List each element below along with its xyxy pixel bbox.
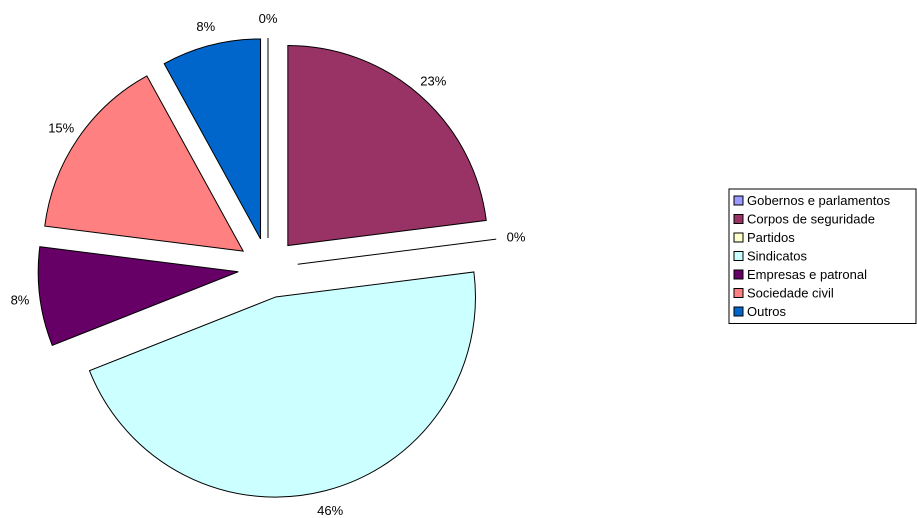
data-label-gobernos-e-parlamentos: 0% — [259, 11, 278, 26]
legend: Gobernos e parlamentos Corpos de segurida… — [728, 188, 917, 324]
legend-label-corpos-de-seguridade: Corpos de seguridade — [747, 212, 875, 227]
legend-frame — [728, 188, 917, 324]
legend-label-sindicatos: Sindicatos — [747, 249, 807, 264]
legend-swatch-empresas-e-patronal — [733, 269, 744, 280]
legend-swatch-outros — [733, 306, 744, 317]
legend-swatch-corpos-de-seguridade — [733, 214, 744, 224]
pie-slice-outros — [163, 38, 262, 240]
data-label-empresas-e-patronal: 8% — [11, 292, 30, 307]
legend-swatch-sociedade-civil — [733, 288, 744, 298]
pie-data-labels: 0% 23% 0% 46% 8% 15% 8% — [11, 11, 526, 518]
legend-label-partidos: Partidos — [747, 230, 795, 245]
legend-swatch-partidos — [733, 232, 744, 243]
legend-swatch-gobernos-e-parlamentos — [733, 195, 744, 206]
data-label-corpos-de-seguridade: 23% — [420, 73, 446, 88]
data-label-outros: 8% — [196, 19, 215, 34]
pie-slice-corpos-de-seguridade — [287, 44, 487, 247]
legend-swatch-sindicatos — [733, 251, 744, 261]
data-label-sociedade-civil: 15% — [48, 120, 74, 135]
pie-slice-empresas-e-patronal — [37, 246, 239, 347]
legend-label-empresas-e-patronal: Empresas e patronal — [747, 267, 867, 282]
data-label-sindicatos: 46% — [317, 503, 343, 518]
pie-slices — [37, 38, 497, 498]
pie-slice-partidos — [297, 238, 497, 265]
pie-slice-sociedade-civil — [44, 75, 245, 252]
legend-label-sociedade-civil: Sociedade civil — [747, 286, 834, 301]
data-label-partidos: 0% — [507, 230, 526, 245]
legend-label-outros: Outros — [747, 304, 787, 319]
legend-label-gobernos-e-parlamentos: Gobernos e parlamentos — [747, 193, 891, 208]
pie-slice-sindicatos — [88, 271, 476, 498]
